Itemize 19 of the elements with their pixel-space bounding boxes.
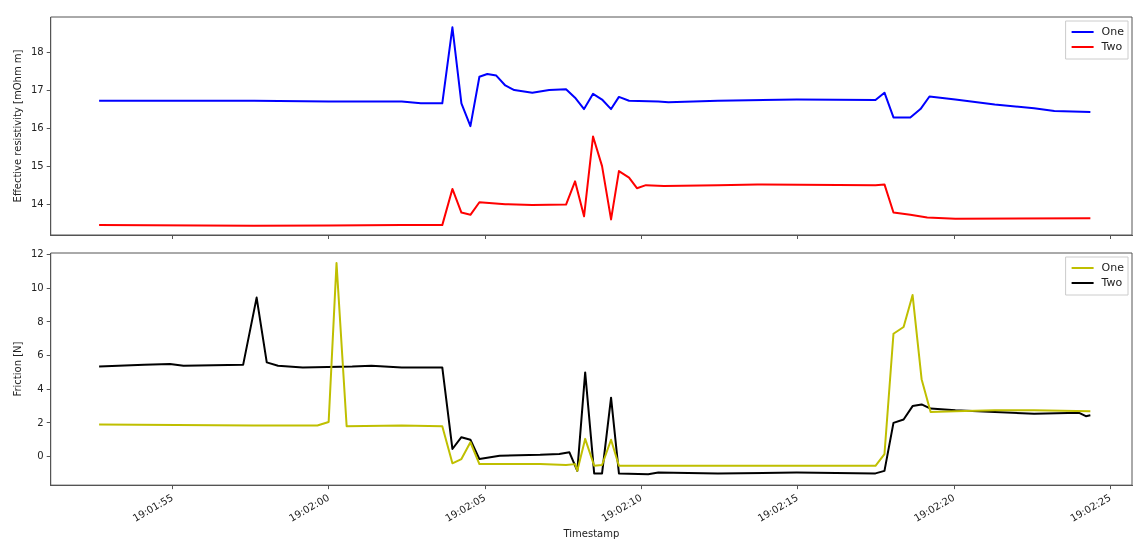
y-tick-label: 4 [37, 382, 44, 394]
y-tick-label: 10 [30, 281, 44, 293]
legend-label: Two [1100, 275, 1123, 289]
y-tick-label: 0 [37, 450, 44, 462]
legend-label: One [1101, 260, 1125, 274]
y-tick-label: 15 [30, 159, 44, 171]
y-tick-label: 17 [30, 83, 44, 95]
y-axis-title: Effective resistivity [mOhm m] [11, 49, 23, 203]
x-axis-title: Timestamp [562, 527, 620, 539]
y-tick-label: 14 [30, 197, 44, 209]
y-tick-label: 2 [37, 416, 44, 428]
y-axis-title: Friction [N] [11, 341, 23, 397]
y-tick-label: 18 [30, 45, 44, 57]
y-tick-label: 8 [37, 315, 44, 327]
y-tick-label: 16 [30, 121, 44, 133]
legend-label: Two [1100, 39, 1123, 53]
y-tick-label: 6 [37, 349, 44, 361]
legend-label: One [1101, 24, 1125, 38]
y-tick-label: 12 [30, 248, 44, 260]
